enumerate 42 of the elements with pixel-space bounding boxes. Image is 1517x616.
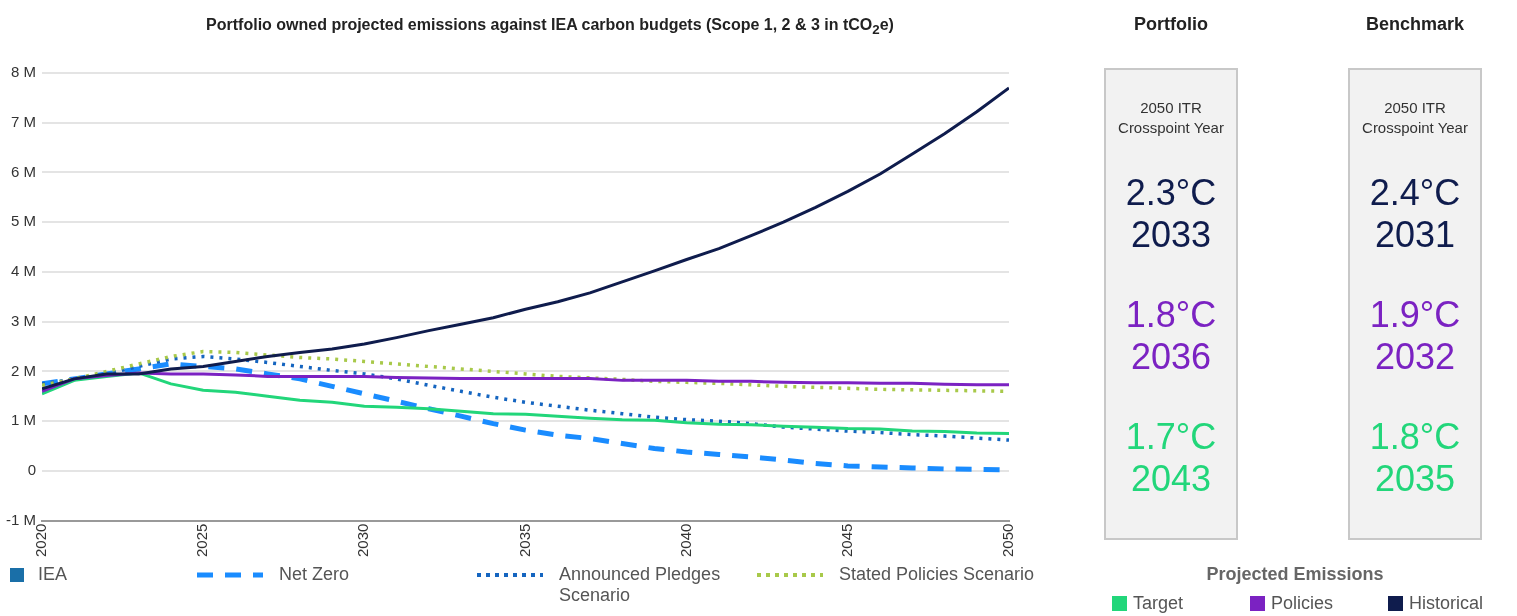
y-tick-label: 6 M (10, 162, 36, 180)
legend-title: IEA (38, 564, 68, 585)
text: 2.3°C (1124, 172, 1218, 214)
legend-label: Announced Pledges Scenario (559, 564, 722, 606)
text: 2032 (1373, 336, 1457, 378)
text: 2043 (1129, 458, 1213, 500)
text: 1.9°C (1368, 294, 1462, 336)
text: 2035 (1373, 458, 1457, 500)
y-tick-label: -1 M (6, 510, 36, 528)
text: 1.7°C (1124, 416, 1218, 458)
y-tick-label: 8 M (10, 63, 36, 81)
x-tick-label: 2035 (515, 523, 533, 558)
y-tick-label: 4 M (10, 262, 36, 280)
x-tick-label: 2045 (837, 523, 855, 558)
text: 2050 ITR Crosspoint Year (1117, 98, 1225, 138)
text: 1.8°C (1124, 294, 1218, 336)
y-tick-label: 0 (27, 461, 36, 479)
text: 2050 ITR Crosspoint Year (1361, 98, 1469, 138)
y-tick-label: 3 M (10, 311, 36, 329)
text: 1.8°C (1368, 416, 1462, 458)
y-tick-label: 1 M (10, 411, 36, 429)
y-tick-label: 5 M (10, 212, 36, 230)
text: 2036 (1129, 336, 1213, 378)
legend-label: Historical (1409, 593, 1484, 614)
x-tick-label: 2040 (676, 523, 694, 558)
line-series (42, 354, 1009, 442)
text: Portfolio (1133, 14, 1209, 36)
chart-title: Portfolio owned projected emissions against IEA carbon budgets (Scope 1, 2 & 3 in tCO$_{2}$e) (205, 16, 895, 38)
legend-label: Policies (1271, 593, 1334, 614)
text: 2033 (1129, 214, 1213, 256)
y-tick-label: 2 M (10, 361, 36, 379)
legend-label: Net Zero (279, 564, 351, 585)
legend-label: Target (1133, 593, 1184, 614)
y-tick-label: 7 M (10, 112, 36, 130)
text: Projected Emissions (1205, 564, 1385, 585)
text: Benchmark (1364, 14, 1465, 36)
text: 2.4°C (1368, 172, 1462, 214)
x-tick-label: 2025 (193, 523, 211, 558)
x-tick-label: 2050 (999, 523, 1017, 558)
legend-label: Stated Policies Scenario (839, 564, 1035, 585)
text: 2031 (1373, 214, 1457, 256)
x-tick-label: 2030 (354, 523, 372, 558)
